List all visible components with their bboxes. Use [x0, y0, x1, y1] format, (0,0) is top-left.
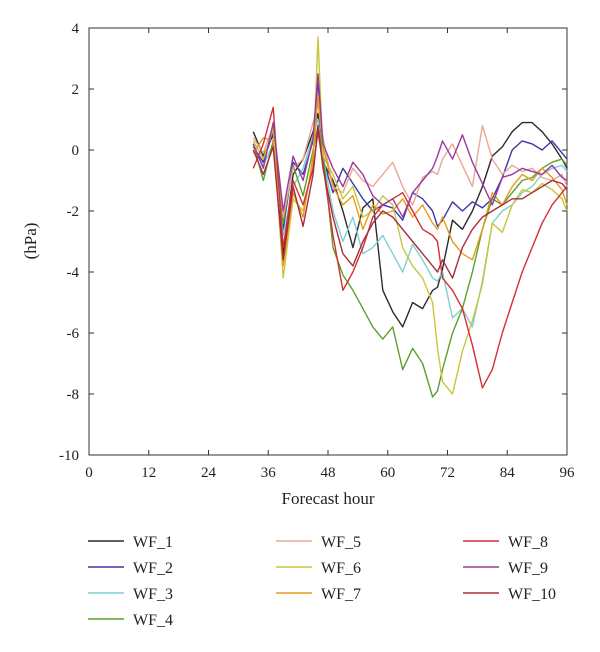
- x-axis-label: Forecast hour: [281, 489, 374, 508]
- y-tick-label: -8: [67, 387, 80, 403]
- series-line-wf-8: [252, 106, 568, 389]
- x-tick-label: 84: [500, 465, 516, 481]
- legend-label: WF_2: [133, 560, 173, 577]
- y-tick-label: -2: [67, 204, 80, 220]
- y-tick-label: -4: [67, 265, 80, 281]
- y-axis: -10 -8 -6 -4 -2 0 2 4: [59, 21, 567, 464]
- series-line-wf-5: [252, 103, 568, 218]
- x-tick-label: 48: [321, 465, 336, 481]
- series-line-wf-3: [252, 118, 568, 328]
- series-layer: [252, 36, 568, 398]
- x-tick-label: 72: [440, 465, 455, 481]
- x-axis: 0 12 24 36 48 60 72 84 96: [85, 28, 575, 481]
- legend-label: WF_7: [321, 586, 361, 603]
- y-tick-label: 4: [72, 21, 80, 37]
- legend-label: WF_9: [508, 560, 548, 577]
- plot-frame: [88, 27, 568, 456]
- legend-label: WF_5: [321, 534, 361, 551]
- legend-label: WF_6: [321, 560, 361, 577]
- x-tick-label: 12: [141, 465, 156, 481]
- legend-label: WF_8: [508, 534, 548, 551]
- y-tick-label: -6: [67, 326, 80, 342]
- series-line-wf-7: [252, 94, 568, 267]
- series-line-wf-10: [252, 124, 568, 279]
- x-tick-label: 24: [201, 465, 217, 481]
- y-axis-label: (hPa): [21, 223, 40, 260]
- x-tick-label: 0: [85, 465, 93, 481]
- legend: WF_1 WF_2 WF_3 WF_4 WF_5 WF_6 WF_7 WF_8 WF_9 WF_1…: [88, 534, 556, 629]
- x-tick-label: 96: [560, 465, 576, 481]
- legend-label: WF_4: [133, 612, 173, 629]
- y-tick-label: -10: [59, 448, 79, 464]
- series-line-wf-1: [252, 112, 568, 328]
- y-tick-label: 2: [72, 82, 80, 98]
- legend-label: WF_3: [133, 586, 173, 603]
- x-tick-label: 60: [380, 465, 395, 481]
- x-tick-label: 36: [261, 465, 277, 481]
- legend-label: WF_1: [133, 534, 173, 551]
- y-tick-label: 0: [72, 143, 80, 159]
- legend-label: WF_10: [508, 586, 556, 603]
- series-line-wf-4: [252, 124, 568, 398]
- series-line-wf-9: [252, 73, 568, 218]
